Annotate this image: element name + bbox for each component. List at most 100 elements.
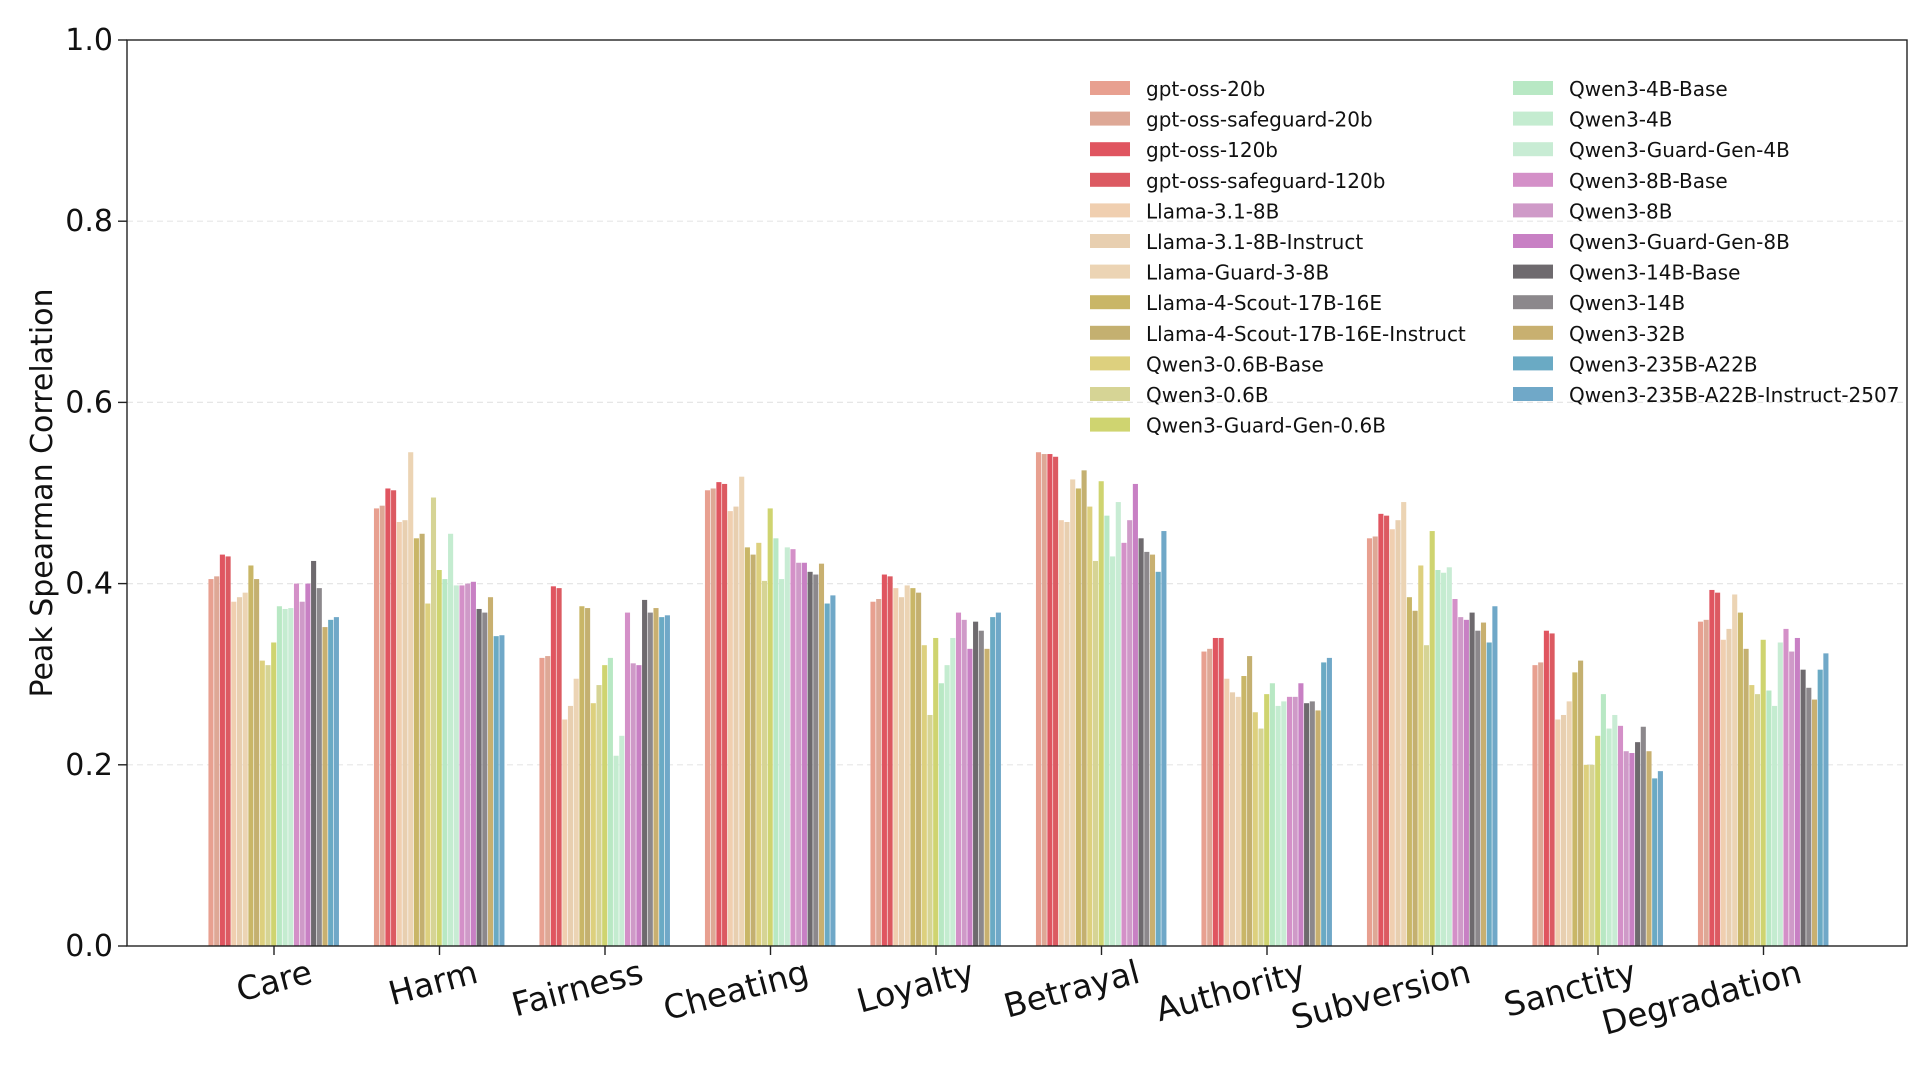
bar-fairness-gpt-oss-20b xyxy=(539,657,545,946)
bar-care-qwen3-0-6b-base xyxy=(259,660,265,946)
bar-care-gpt-oss-120b xyxy=(219,554,225,946)
legend-label: Llama-4-Scout-17B-16E-Instruct xyxy=(1146,322,1466,346)
legend-swatch xyxy=(1513,356,1553,371)
bar-fairness-qwen3-guard-gen-4b xyxy=(619,735,625,946)
bar-subversion-qwen3-guard-gen-0-6b xyxy=(1429,531,1435,946)
y-tick-label: 1.0 xyxy=(65,23,113,58)
bar-authority-qwen3-4b xyxy=(1275,705,1281,946)
legend-swatch xyxy=(1513,325,1553,340)
bar-loyalty-qwen3-8b xyxy=(961,619,967,946)
bar-sanctity-llama-4-scout-17b-16e-instruct xyxy=(1578,660,1584,946)
legend-swatch xyxy=(1090,81,1130,95)
bar-subversion-qwen3-8b xyxy=(1458,617,1464,946)
legend-swatch xyxy=(1513,172,1553,187)
bar-fairness-llama-guard-3-8b xyxy=(573,678,579,946)
bar-authority-qwen3-0-6b-base xyxy=(1252,712,1258,946)
bar-subversion-gpt-oss-safeguard-120b xyxy=(1384,515,1390,946)
bar-care-qwen3-235b-a22b xyxy=(328,619,334,946)
bar-fairness-gpt-oss-120b xyxy=(550,586,556,946)
legend-label: Qwen3-Guard-Gen-8B xyxy=(1569,230,1790,254)
bar-betrayal-qwen3-8b-base xyxy=(1121,542,1127,946)
bar-loyalty-gpt-oss-20b xyxy=(870,601,876,946)
bar-harm-qwen3-4b-base xyxy=(442,579,448,946)
bar-authority-gpt-oss-120b xyxy=(1212,637,1218,946)
bar-authority-gpt-oss-safeguard-120b xyxy=(1218,637,1224,946)
bar-subversion-llama-guard-3-8b xyxy=(1401,502,1407,946)
bar-fairness-llama-4-scout-17b-16e xyxy=(579,606,585,946)
bar-degradation-qwen3-14b-base xyxy=(1800,669,1806,946)
bar-authority-qwen3-14b xyxy=(1309,701,1315,946)
bar-authority-qwen3-235b-a22b xyxy=(1321,662,1327,946)
bar-degradation-qwen3-guard-gen-4b xyxy=(1777,642,1783,946)
bar-degradation-qwen3-4b xyxy=(1772,705,1778,946)
legend-label: Qwen3-14B-Base xyxy=(1569,261,1740,285)
bar-fairness-qwen3-32b xyxy=(653,608,659,946)
bar-cheating-qwen3-14b xyxy=(813,574,819,946)
legend-swatch xyxy=(1513,295,1553,310)
bar-degradation-gpt-oss-20b xyxy=(1697,621,1704,946)
bar-betrayal-gpt-oss-20b xyxy=(1035,452,1042,946)
bar-care-gpt-oss-20b xyxy=(208,579,214,946)
legend-swatch xyxy=(1513,81,1553,95)
bar-betrayal-gpt-oss-120b xyxy=(1047,454,1053,946)
bar-subversion-qwen3-14b-base xyxy=(1469,612,1475,946)
x-tick-label: Authority xyxy=(1151,952,1309,1029)
y-tick-label: 0.4 xyxy=(65,567,113,602)
bar-care-qwen3-14b xyxy=(316,588,322,946)
legend-label: gpt-oss-120b xyxy=(1146,138,1278,162)
x-tick-label: Subversion xyxy=(1287,952,1475,1037)
legend-label: Llama-3.1-8B xyxy=(1146,199,1279,223)
bar-cheating-qwen3-0-6b xyxy=(761,580,768,946)
bar-betrayal-qwen3-4b xyxy=(1110,556,1116,946)
x-tick-label: Care xyxy=(232,952,316,1009)
bar-betrayal-llama-guard-3-8b xyxy=(1070,479,1076,946)
bar-sanctity-gpt-oss-safeguard-20b xyxy=(1538,662,1544,946)
y-tick-label: 0.6 xyxy=(65,385,113,420)
bar-betrayal-qwen3-14b xyxy=(1144,551,1150,946)
bar-harm-qwen3-4b xyxy=(448,533,454,946)
bar-care-qwen3-235b-a22b-instruct-2507 xyxy=(333,617,339,946)
bar-care-qwen3-guard-gen-8b xyxy=(305,583,311,946)
bar-degradation-llama-3-1-8b-instruct xyxy=(1726,628,1732,946)
bar-loyalty-qwen3-0-6b-base xyxy=(921,645,927,946)
bar-cheating-gpt-oss-20b xyxy=(704,490,711,946)
bar-authority-llama-3-1-8b xyxy=(1224,678,1230,946)
bar-harm-llama-guard-3-8b xyxy=(408,452,414,946)
bar-sanctity-qwen3-guard-gen-0-6b xyxy=(1595,735,1601,946)
bar-subversion-gpt-oss-safeguard-20b xyxy=(1372,536,1378,946)
bar-harm-gpt-oss-safeguard-120b xyxy=(391,490,397,946)
bar-fairness-gpt-oss-safeguard-120b xyxy=(556,588,562,946)
bar-cheating-gpt-oss-safeguard-120b xyxy=(722,483,728,946)
bar-care-llama-3-1-8b xyxy=(231,601,237,946)
bar-loyalty-qwen3-14b xyxy=(978,630,984,946)
legend-swatch xyxy=(1513,142,1553,157)
bar-cheating-qwen3-guard-gen-4b xyxy=(784,547,790,946)
bar-harm-gpt-oss-safeguard-20b xyxy=(379,505,385,946)
bar-loyalty-qwen3-0-6b xyxy=(927,714,933,946)
legend-label: Qwen3-32B xyxy=(1569,322,1685,346)
bar-harm-qwen3-0-6b-base xyxy=(425,603,431,946)
bar-sanctity-gpt-oss-120b xyxy=(1543,630,1549,946)
bar-authority-llama-3-1-8b-instruct xyxy=(1229,692,1236,946)
bar-loyalty-llama-3-1-8b-instruct xyxy=(898,597,905,946)
bar-fairness-qwen3-4b-base xyxy=(607,657,613,946)
bar-fairness-llama-4-scout-17b-16e-instruct xyxy=(585,608,591,946)
bar-degradation-llama-4-scout-17b-16e-instruct xyxy=(1743,648,1749,946)
legend-label: Qwen3-Guard-Gen-0.6B xyxy=(1146,414,1386,438)
bar-cheating-qwen3-235b-a22b xyxy=(824,603,830,946)
legend-swatch xyxy=(1513,387,1553,401)
bar-sanctity-qwen3-guard-gen-8b xyxy=(1629,753,1635,946)
bar-harm-qwen3-32b xyxy=(487,597,494,946)
bar-authority-qwen3-guard-gen-0-6b xyxy=(1264,694,1270,946)
bar-sanctity-llama-3-1-8b xyxy=(1555,719,1561,946)
bar-authority-qwen3-4b-base xyxy=(1269,683,1275,946)
bar-fairness-qwen3-14b-base xyxy=(642,599,648,946)
bar-subversion-llama-3-1-8b-instruct xyxy=(1395,520,1401,946)
bar-fairness-llama-3-1-8b xyxy=(562,719,568,946)
bar-cheating-llama-4-scout-17b-16e-instruct xyxy=(750,554,756,946)
bar-betrayal-llama-4-scout-17b-16e xyxy=(1075,488,1081,946)
legend-label: Llama-Guard-3-8B xyxy=(1146,261,1329,285)
legend-swatch xyxy=(1513,234,1553,248)
